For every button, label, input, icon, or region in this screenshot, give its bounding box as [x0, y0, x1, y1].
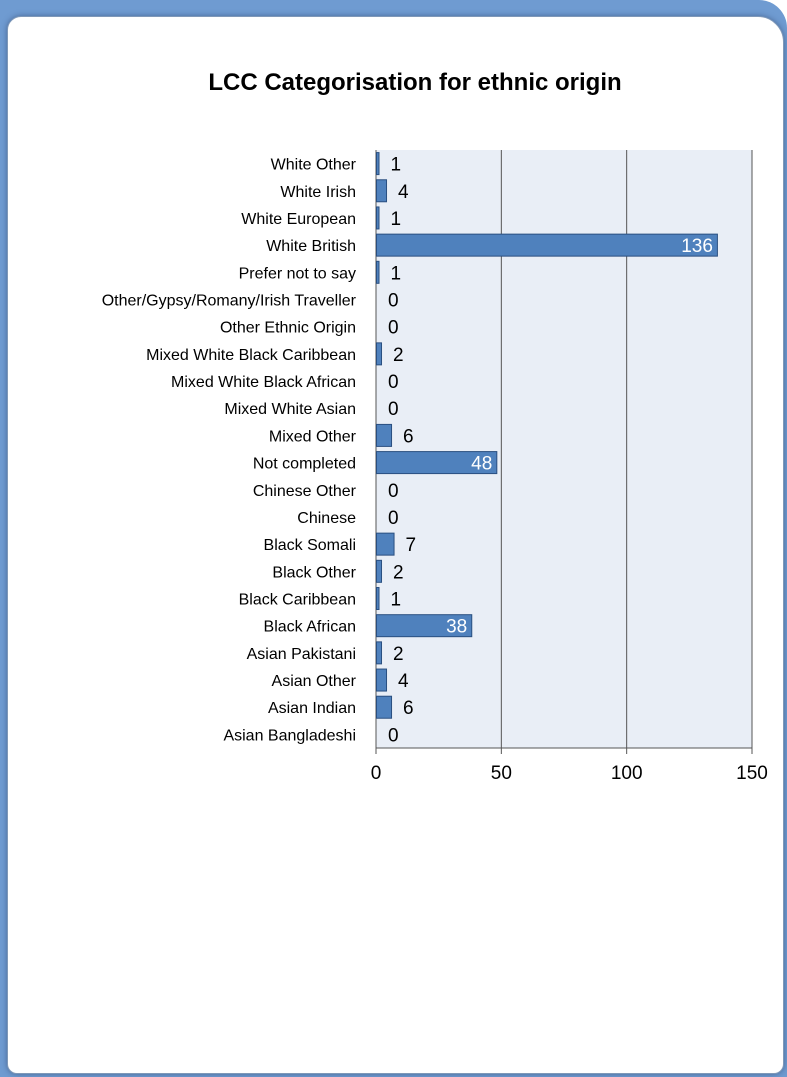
category-label: Chinese Other	[253, 483, 357, 500]
bar	[376, 532, 395, 556]
bar	[376, 451, 498, 475]
category-label: Prefer not to say	[239, 265, 356, 282]
x-tick-label: 0	[371, 763, 382, 784]
data-label: 48	[471, 454, 492, 475]
category-label: Mixed White Black Caribbean	[146, 347, 356, 364]
data-label: 2	[393, 644, 404, 665]
bar	[376, 641, 383, 665]
data-label: 4	[398, 182, 409, 203]
x-tick-label: 100	[611, 763, 643, 784]
data-label: 136	[681, 236, 713, 257]
category-label: Not completed	[253, 456, 356, 473]
category-label: Other Ethnic Origin	[220, 320, 356, 337]
category-label: Asian Bangladeshi	[223, 727, 356, 744]
category-label: Asian Other	[272, 673, 357, 690]
data-label: 7	[406, 535, 417, 556]
data-label: 0	[388, 508, 399, 529]
bar	[376, 260, 380, 284]
category-label: Mixed White Black African	[171, 374, 356, 391]
x-tick-label: 150	[736, 763, 768, 784]
data-label: 0	[388, 318, 399, 339]
category-label: Asian Pakistani	[247, 646, 356, 663]
x-tick-label: 50	[491, 763, 512, 784]
data-label: 0	[388, 399, 399, 420]
bar	[376, 559, 383, 583]
bar	[376, 695, 393, 719]
category-label: White British	[266, 238, 356, 255]
category-label: White Other	[271, 157, 357, 174]
chart-title: LCC Categorisation for ethnic origin	[208, 69, 621, 96]
data-label: 0	[388, 372, 399, 393]
category-label: Mixed Other	[269, 428, 357, 445]
category-label: Asian Indian	[268, 700, 356, 717]
bar	[376, 152, 380, 176]
bar	[376, 233, 718, 257]
data-label: 6	[403, 426, 414, 447]
category-label: Mixed White Asian	[224, 401, 356, 418]
bar	[376, 423, 393, 447]
bar	[376, 668, 388, 692]
category-label: Black African	[264, 619, 356, 636]
data-label: 1	[391, 209, 402, 230]
category-label: Black Caribbean	[239, 592, 356, 609]
data-label: 2	[393, 345, 404, 366]
data-label: 4	[398, 671, 409, 692]
category-label: Black Somali	[264, 537, 356, 554]
data-label: 1	[391, 590, 402, 611]
data-label: 6	[403, 698, 414, 719]
bar	[376, 179, 388, 203]
bar	[376, 587, 380, 610]
data-label: 0	[388, 725, 399, 746]
data-label: 2	[393, 562, 404, 583]
data-label: 38	[446, 617, 467, 638]
bar	[376, 206, 380, 230]
bar	[376, 614, 473, 638]
data-label: 0	[388, 481, 399, 502]
category-label: Chinese	[297, 510, 356, 527]
data-label: 1	[391, 263, 402, 284]
category-label: White European	[241, 211, 356, 228]
bar	[376, 342, 383, 366]
category-label: White Irish	[280, 184, 356, 201]
data-label: 1	[391, 155, 402, 176]
data-label: 0	[388, 291, 399, 312]
category-label: Black Other	[272, 564, 356, 581]
category-label: Other/Gypsy/Romany/Irish Traveller	[102, 293, 357, 310]
